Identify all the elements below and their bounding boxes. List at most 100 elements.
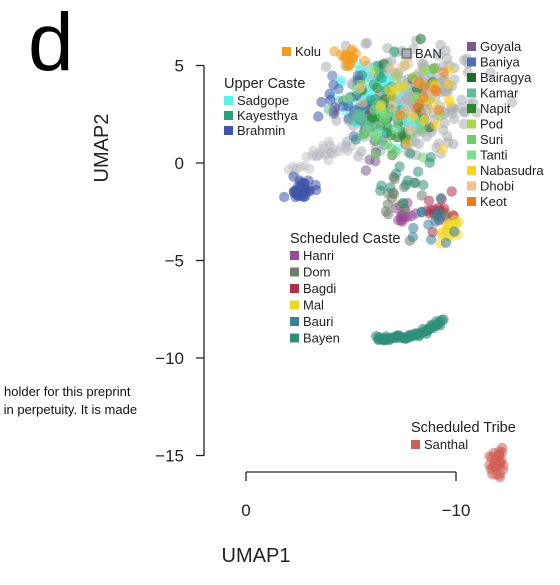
point-ban [458,118,469,130]
legend-swatch [401,48,412,59]
point-dhobi [387,101,398,112]
point-keot [438,67,449,78]
point-ban [291,163,302,174]
legend-swatch [467,119,476,129]
legend-group-title: Upper Caste [224,76,305,92]
point-dhobi [385,63,396,74]
legend-item-label: Kolu [295,44,321,59]
point-ban [308,145,319,156]
point-kamar [323,104,334,115]
point-tanti [376,108,387,120]
point-napit [372,82,383,94]
y-tick-label: −5 [165,252,184,271]
legend-item-label: Dhobi [480,179,514,194]
legend-item-label: Nabasudra [480,163,544,178]
point-bagdi [446,186,457,197]
point-bauri [440,237,452,248]
y-axis: 5 0 −5 −10 −15 [155,57,205,466]
point-ban [325,140,336,151]
legend-swatch [282,47,291,56]
watermark-line-2: in perpetuity. It is made [0,402,137,417]
legend: Kolu BAN GoyalaBaniyaBairagyaKamarNapitPod… [224,39,544,452]
point-ban [507,97,518,108]
legend-group: GoyalaBaniyaBairagyaKamarNapitPodSuriTan… [467,39,544,209]
point-ban [360,38,371,49]
y-tick-label: 0 [175,154,184,173]
point-bagdi [423,195,435,206]
point-bauri [430,216,441,227]
point-keot [433,104,444,116]
y-tick-label: −15 [155,447,184,466]
legend-swatch [290,333,299,343]
point-ban [328,148,339,159]
point-ban [288,161,299,172]
watermark-line-1: holder for this preprint [4,384,131,399]
point-goyala [360,165,372,176]
legend-item-label: Suri [480,132,503,147]
legend-swatch [224,126,233,135]
point-ban [320,61,332,72]
legend-item-label: Dom [303,265,330,280]
point-tanti [342,93,353,104]
point-nabasudra [437,144,449,155]
point-brahmin [313,111,324,122]
point-bairagya [415,33,426,45]
point-suri [390,146,401,157]
point-brahmin [325,94,336,106]
point-bayen [412,166,424,177]
point-kolu [359,55,370,67]
point-ban [317,140,328,151]
point-baniya [327,70,338,81]
point-pod [419,65,431,77]
legend-swatch [467,42,476,51]
point-brahmin [298,191,310,203]
point-dhobi [404,124,416,135]
point-dhobi [403,58,414,69]
point-ban [318,143,329,154]
legend-item-label: Bauri [303,314,333,329]
x-tick-label: 0 [241,501,250,520]
point-ban [435,39,446,51]
point-ban [485,67,496,79]
x-axis-title: UMAP1 [222,545,291,567]
legend-item-label: Sadgope [237,93,289,108]
point-pod [428,63,439,74]
point-ban [311,151,322,162]
point-nabasudra [443,78,454,90]
legend-swatch [224,111,233,120]
point-ban [321,148,332,159]
point-ban [311,150,322,161]
point-baniya [348,131,359,142]
legend-item-label: Kayesthya [237,108,298,123]
legend-swatch [290,317,299,326]
legend-swatch [467,150,476,160]
point-nabasudra [399,81,410,93]
legend-swatch [290,267,299,277]
legend-item-label: Baniya [480,55,521,70]
point-hanri [397,216,408,227]
point-ban [342,146,353,156]
legend-item-label: Santhal [424,437,468,452]
point-pod [369,65,380,77]
point-nabasudra [401,138,413,149]
point-ban [314,147,325,158]
point-kayesthya [389,46,400,57]
legend-item-label: Hanri [303,248,334,263]
point-bauri [407,231,419,243]
point-dhobi [420,106,431,118]
x-axis: 0 −10 [241,471,470,520]
point-bayen [418,179,429,191]
point-ban [334,146,345,157]
point-baniya [352,70,364,82]
point-bayen [398,198,409,209]
point-bayen [438,314,449,325]
legend-swatch [224,96,233,105]
legend-swatch [467,197,476,206]
legend-swatch [290,251,299,260]
point-bauri [449,226,460,237]
point-ban [324,136,334,147]
legend-swatch [467,104,476,113]
legend-group-title: Scheduled Tribe [411,420,516,436]
